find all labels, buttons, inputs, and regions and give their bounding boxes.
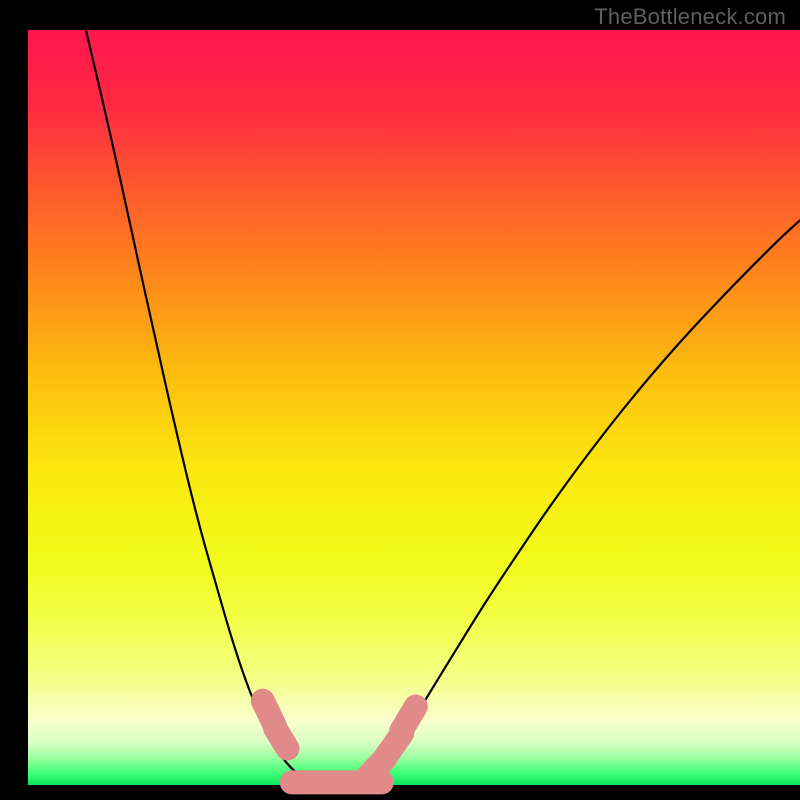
watermark-text: TheBottleneck.com [594, 4, 786, 30]
bottleneck-chart [0, 0, 800, 800]
